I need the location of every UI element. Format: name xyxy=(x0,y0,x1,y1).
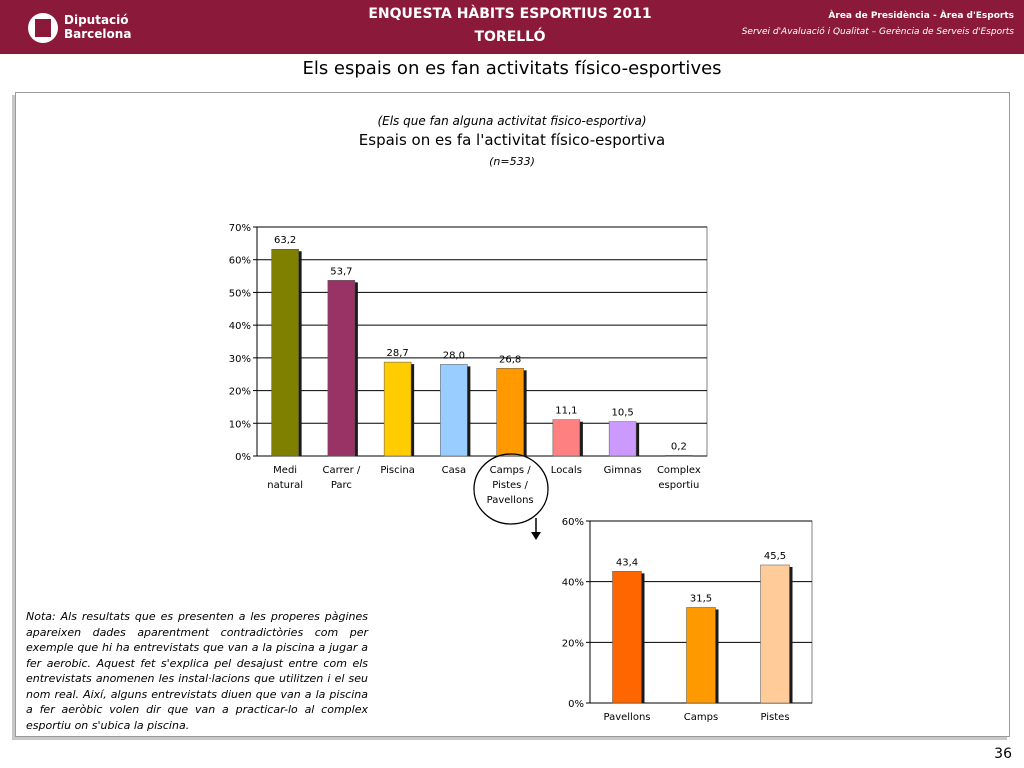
y-tick-label: 40% xyxy=(562,578,584,589)
logo-text: Diputació Barcelona xyxy=(64,13,131,41)
highlight-circle xyxy=(473,453,549,525)
bar xyxy=(686,607,716,704)
diputacio-logo-icon xyxy=(28,13,58,43)
bar xyxy=(440,364,468,457)
category-label: Parc xyxy=(331,480,352,491)
value-label: 63,2 xyxy=(274,235,296,246)
bar xyxy=(665,455,693,457)
category-label: Pistes / xyxy=(492,480,528,491)
y-tick-label: 60% xyxy=(562,517,584,528)
category-label: Pistes xyxy=(760,712,789,723)
service-name: Servei d'Avaluació i Qualitat – Gerència… xyxy=(741,27,1014,37)
bar xyxy=(612,571,642,704)
y-tick-label: 40% xyxy=(229,321,251,332)
y-tick-label: 0% xyxy=(568,699,584,710)
page-number: 36 xyxy=(994,746,1012,762)
category-label: Camps xyxy=(684,712,718,723)
category-label: Medi xyxy=(273,465,297,476)
value-label: 26,8 xyxy=(499,354,521,365)
category-label: Casa xyxy=(442,465,466,476)
value-label: 45,5 xyxy=(764,551,786,562)
bar xyxy=(383,361,412,457)
pointer-arrowhead-icon xyxy=(531,532,541,540)
category-label: Locals xyxy=(551,465,582,476)
highlight-annotation xyxy=(473,453,549,540)
y-tick-label: 70% xyxy=(229,223,251,234)
page-title: Els espais on es fan activitats físico-e… xyxy=(302,58,722,79)
sub-bar-chart: 0% 20% 40% 60% 43,4 Pavellons 31,5 Camps 45,5 Pis… xyxy=(562,517,813,723)
value-label: 53,7 xyxy=(330,266,352,277)
chart-sample-size: (n=533) xyxy=(489,155,535,168)
bar xyxy=(608,421,637,457)
category-label: Pavellons xyxy=(487,495,534,506)
category-label: Complex xyxy=(657,465,701,476)
y-tick-label: 10% xyxy=(229,419,251,430)
y-tick-label: 60% xyxy=(229,256,251,267)
bar xyxy=(327,280,356,457)
y-tick-label: 30% xyxy=(229,354,251,365)
bar xyxy=(760,564,790,704)
y-tick-label: 0% xyxy=(235,452,251,463)
value-label: 11,1 xyxy=(555,406,577,417)
bar xyxy=(271,248,299,457)
value-label: 43,4 xyxy=(616,557,638,568)
town-name: TORELLÓ xyxy=(474,29,546,45)
chart-title: Espais on es fa l'activitat físico-espor… xyxy=(358,131,666,149)
survey-title: ENQUESTA HÀBITS ESPORTIUS 2011 xyxy=(368,6,652,22)
bar xyxy=(496,368,524,457)
category-label: Pavellons xyxy=(603,712,650,723)
value-label: 10,5 xyxy=(611,408,633,419)
plot-area xyxy=(256,226,708,457)
logo-line-2: Barcelona xyxy=(64,27,132,41)
value-label: 31,5 xyxy=(690,593,712,604)
value-label: 28,0 xyxy=(443,350,465,361)
chart-qualifier: (Els que fan alguna activitat fisico-esp… xyxy=(377,114,647,128)
y-tick-label: 20% xyxy=(562,638,584,649)
category-label: Carrer / xyxy=(323,465,361,476)
category-label: Piscina xyxy=(380,465,415,476)
department-name: Àrea de Presidència - Àrea d'Esports xyxy=(828,11,1014,21)
y-tick-label: 20% xyxy=(229,387,251,398)
y-tick-label: 50% xyxy=(229,288,251,299)
note-text: Nota: Als resultats que es presenten a l… xyxy=(26,610,368,732)
header-banner: Diputació Barcelona ENQUESTA HÀBITS ESPO… xyxy=(0,0,1024,54)
logo-line-1: Diputació xyxy=(64,13,129,27)
main-bar-chart: 0% 10% 20% 30% 40% 50% 60% 70% 63,2 Medi natural 53… xyxy=(229,223,708,506)
category-label: natural xyxy=(267,480,303,491)
value-label: 28,7 xyxy=(386,348,408,359)
category-label: Camps / xyxy=(490,465,532,476)
bar xyxy=(552,419,581,457)
category-label: esportiu xyxy=(658,480,699,491)
category-label: Gimnas xyxy=(604,465,642,476)
value-label: 0,2 xyxy=(671,441,687,452)
